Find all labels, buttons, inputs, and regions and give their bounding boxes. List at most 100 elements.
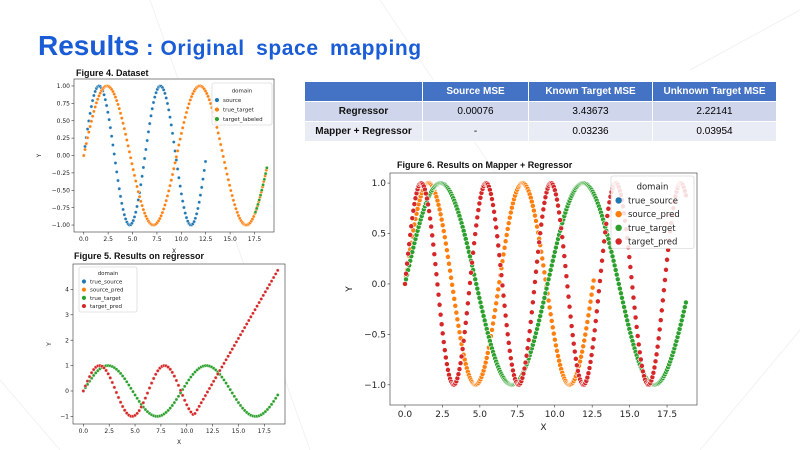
data-point (472, 231, 478, 237)
data-point (118, 400, 123, 404)
data-point (474, 214, 481, 221)
data-point (89, 119, 94, 124)
data-point (182, 384, 187, 389)
data-point (161, 207, 166, 211)
data-point (551, 253, 557, 260)
data-point (412, 195, 419, 202)
data-point (438, 216, 445, 223)
data-point (180, 393, 185, 398)
data-point (238, 332, 243, 337)
data-point (440, 339, 447, 345)
data-point (85, 136, 90, 140)
x-tick-label: 5.0 (473, 410, 488, 420)
data-point (470, 249, 476, 256)
data-point (260, 188, 264, 192)
data-point (267, 405, 272, 409)
data-point (123, 217, 128, 221)
data-point (226, 354, 230, 359)
y-tick-label: 0.25 (57, 135, 71, 142)
data-point (619, 295, 625, 301)
data-point (85, 379, 90, 383)
data-point (265, 286, 270, 291)
data-point (557, 217, 563, 223)
data-point (254, 206, 259, 211)
data-point (585, 370, 592, 377)
data-point (503, 322, 510, 328)
data-point (604, 213, 611, 219)
data-point (111, 143, 115, 147)
data-point (505, 220, 512, 226)
data-point (222, 160, 227, 165)
data-point (575, 368, 581, 374)
data-point (112, 385, 117, 390)
legend-entry: target_pred (90, 304, 122, 310)
data-point (112, 92, 116, 96)
data-point (81, 153, 86, 158)
data-point (198, 193, 203, 197)
data-point (437, 211, 444, 218)
data-point (220, 148, 224, 153)
data-point (263, 290, 268, 294)
data-point (104, 103, 109, 108)
data-point (505, 340, 512, 346)
data-point (236, 336, 241, 341)
data-point (453, 309, 460, 316)
data-point (168, 406, 172, 410)
data-point (460, 338, 467, 344)
data-point (122, 212, 127, 217)
data-point (174, 397, 179, 402)
data-point (631, 304, 638, 311)
data-point (275, 268, 280, 273)
data-point (122, 126, 127, 131)
data-point (662, 277, 668, 283)
y-tick-label: 0.00 (57, 153, 71, 160)
data-point (590, 277, 597, 284)
data-point (616, 281, 622, 287)
legend-marker (81, 303, 87, 309)
data-point (610, 258, 617, 264)
data-point (660, 297, 666, 304)
data-point (116, 395, 121, 400)
data-point (224, 358, 228, 362)
data-point (113, 95, 118, 99)
x-tick-label: 2.5 (435, 410, 449, 420)
data-point (622, 308, 628, 315)
x-axis-label: X (540, 423, 546, 433)
data-point (102, 366, 106, 370)
data-point (146, 130, 151, 134)
data-point (194, 212, 199, 216)
data-point (499, 282, 506, 289)
x-tick-label: 15.0 (223, 236, 237, 243)
data-point (620, 299, 626, 306)
data-point (532, 212, 538, 219)
data-point (508, 355, 514, 361)
data-point (409, 215, 416, 221)
data-point (116, 369, 121, 373)
data-point (491, 314, 497, 320)
data-point (495, 286, 502, 293)
data-point (107, 117, 111, 122)
data-point (586, 305, 593, 312)
x-tick-label: 2.5 (103, 236, 113, 243)
x-tick-label: 7.5 (152, 236, 162, 243)
data-point (592, 318, 599, 324)
data-point (563, 273, 570, 279)
data-point (540, 206, 547, 213)
data-point (584, 319, 591, 325)
data-point (118, 194, 123, 199)
data-point (428, 223, 434, 230)
table-header-cell: Unknown Target MSE (652, 81, 777, 102)
data-point (161, 88, 166, 92)
data-point (226, 177, 231, 182)
data-point (472, 276, 478, 283)
legend-box (610, 175, 695, 249)
data-point (229, 188, 233, 193)
data-point (598, 268, 604, 274)
data-point (488, 191, 494, 197)
data-point (174, 378, 179, 383)
data-point (156, 369, 160, 373)
data-point (608, 249, 615, 255)
data-point (578, 353, 584, 360)
data-point (145, 391, 150, 395)
data-point (193, 411, 197, 416)
